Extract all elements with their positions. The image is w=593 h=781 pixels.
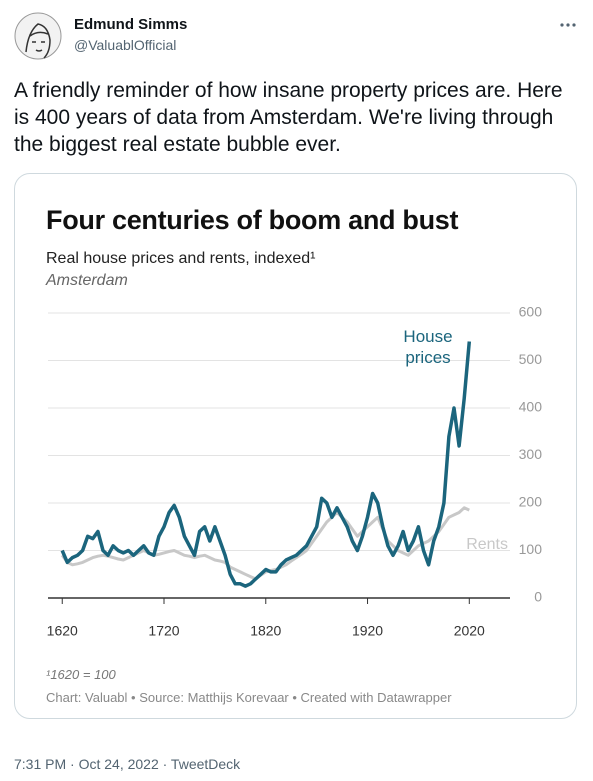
y-tick-label: 500 xyxy=(519,351,543,367)
y-tick-label: 0 xyxy=(534,589,542,605)
chart-title: Four centuries of boom and bust xyxy=(46,205,459,235)
x-tick-label: 1620 xyxy=(47,623,78,639)
media-card[interactable] xyxy=(14,173,577,719)
display-name[interactable]: Edmund Simms xyxy=(74,16,188,33)
y-tick-label: 200 xyxy=(519,494,543,510)
chart-subtitle: Real house prices and rents, indexed¹ xyxy=(46,250,316,267)
x-tick-label: 2020 xyxy=(454,623,485,639)
series-label: Rents xyxy=(466,536,508,553)
handle[interactable]: @ValuablOfficial xyxy=(74,37,177,53)
x-tick-label: 1920 xyxy=(352,623,383,639)
series-label: House prices xyxy=(403,327,453,367)
x-tick-label: 1820 xyxy=(250,623,281,639)
chart-location: Amsterdam xyxy=(46,272,128,289)
series-line xyxy=(60,341,472,588)
y-tick-label: 600 xyxy=(519,304,543,320)
source: Chart: Valuabl • Source: Matthijs Koreva… xyxy=(46,690,452,705)
x-tick-label: 1720 xyxy=(148,623,179,639)
y-tick-label: 400 xyxy=(519,399,543,415)
avatar[interactable] xyxy=(14,12,62,60)
y-tick-label: 300 xyxy=(519,446,543,462)
y-tick-label: 100 xyxy=(519,541,543,557)
footnote: ¹1620 = 100 xyxy=(46,667,116,682)
tweet-text: A friendly reminder of how insane proper… xyxy=(14,79,563,156)
timestamp[interactable]: 7:31 PM · Oct 24, 2022 · TweetDeck xyxy=(14,756,241,772)
more-button[interactable] xyxy=(558,20,578,30)
